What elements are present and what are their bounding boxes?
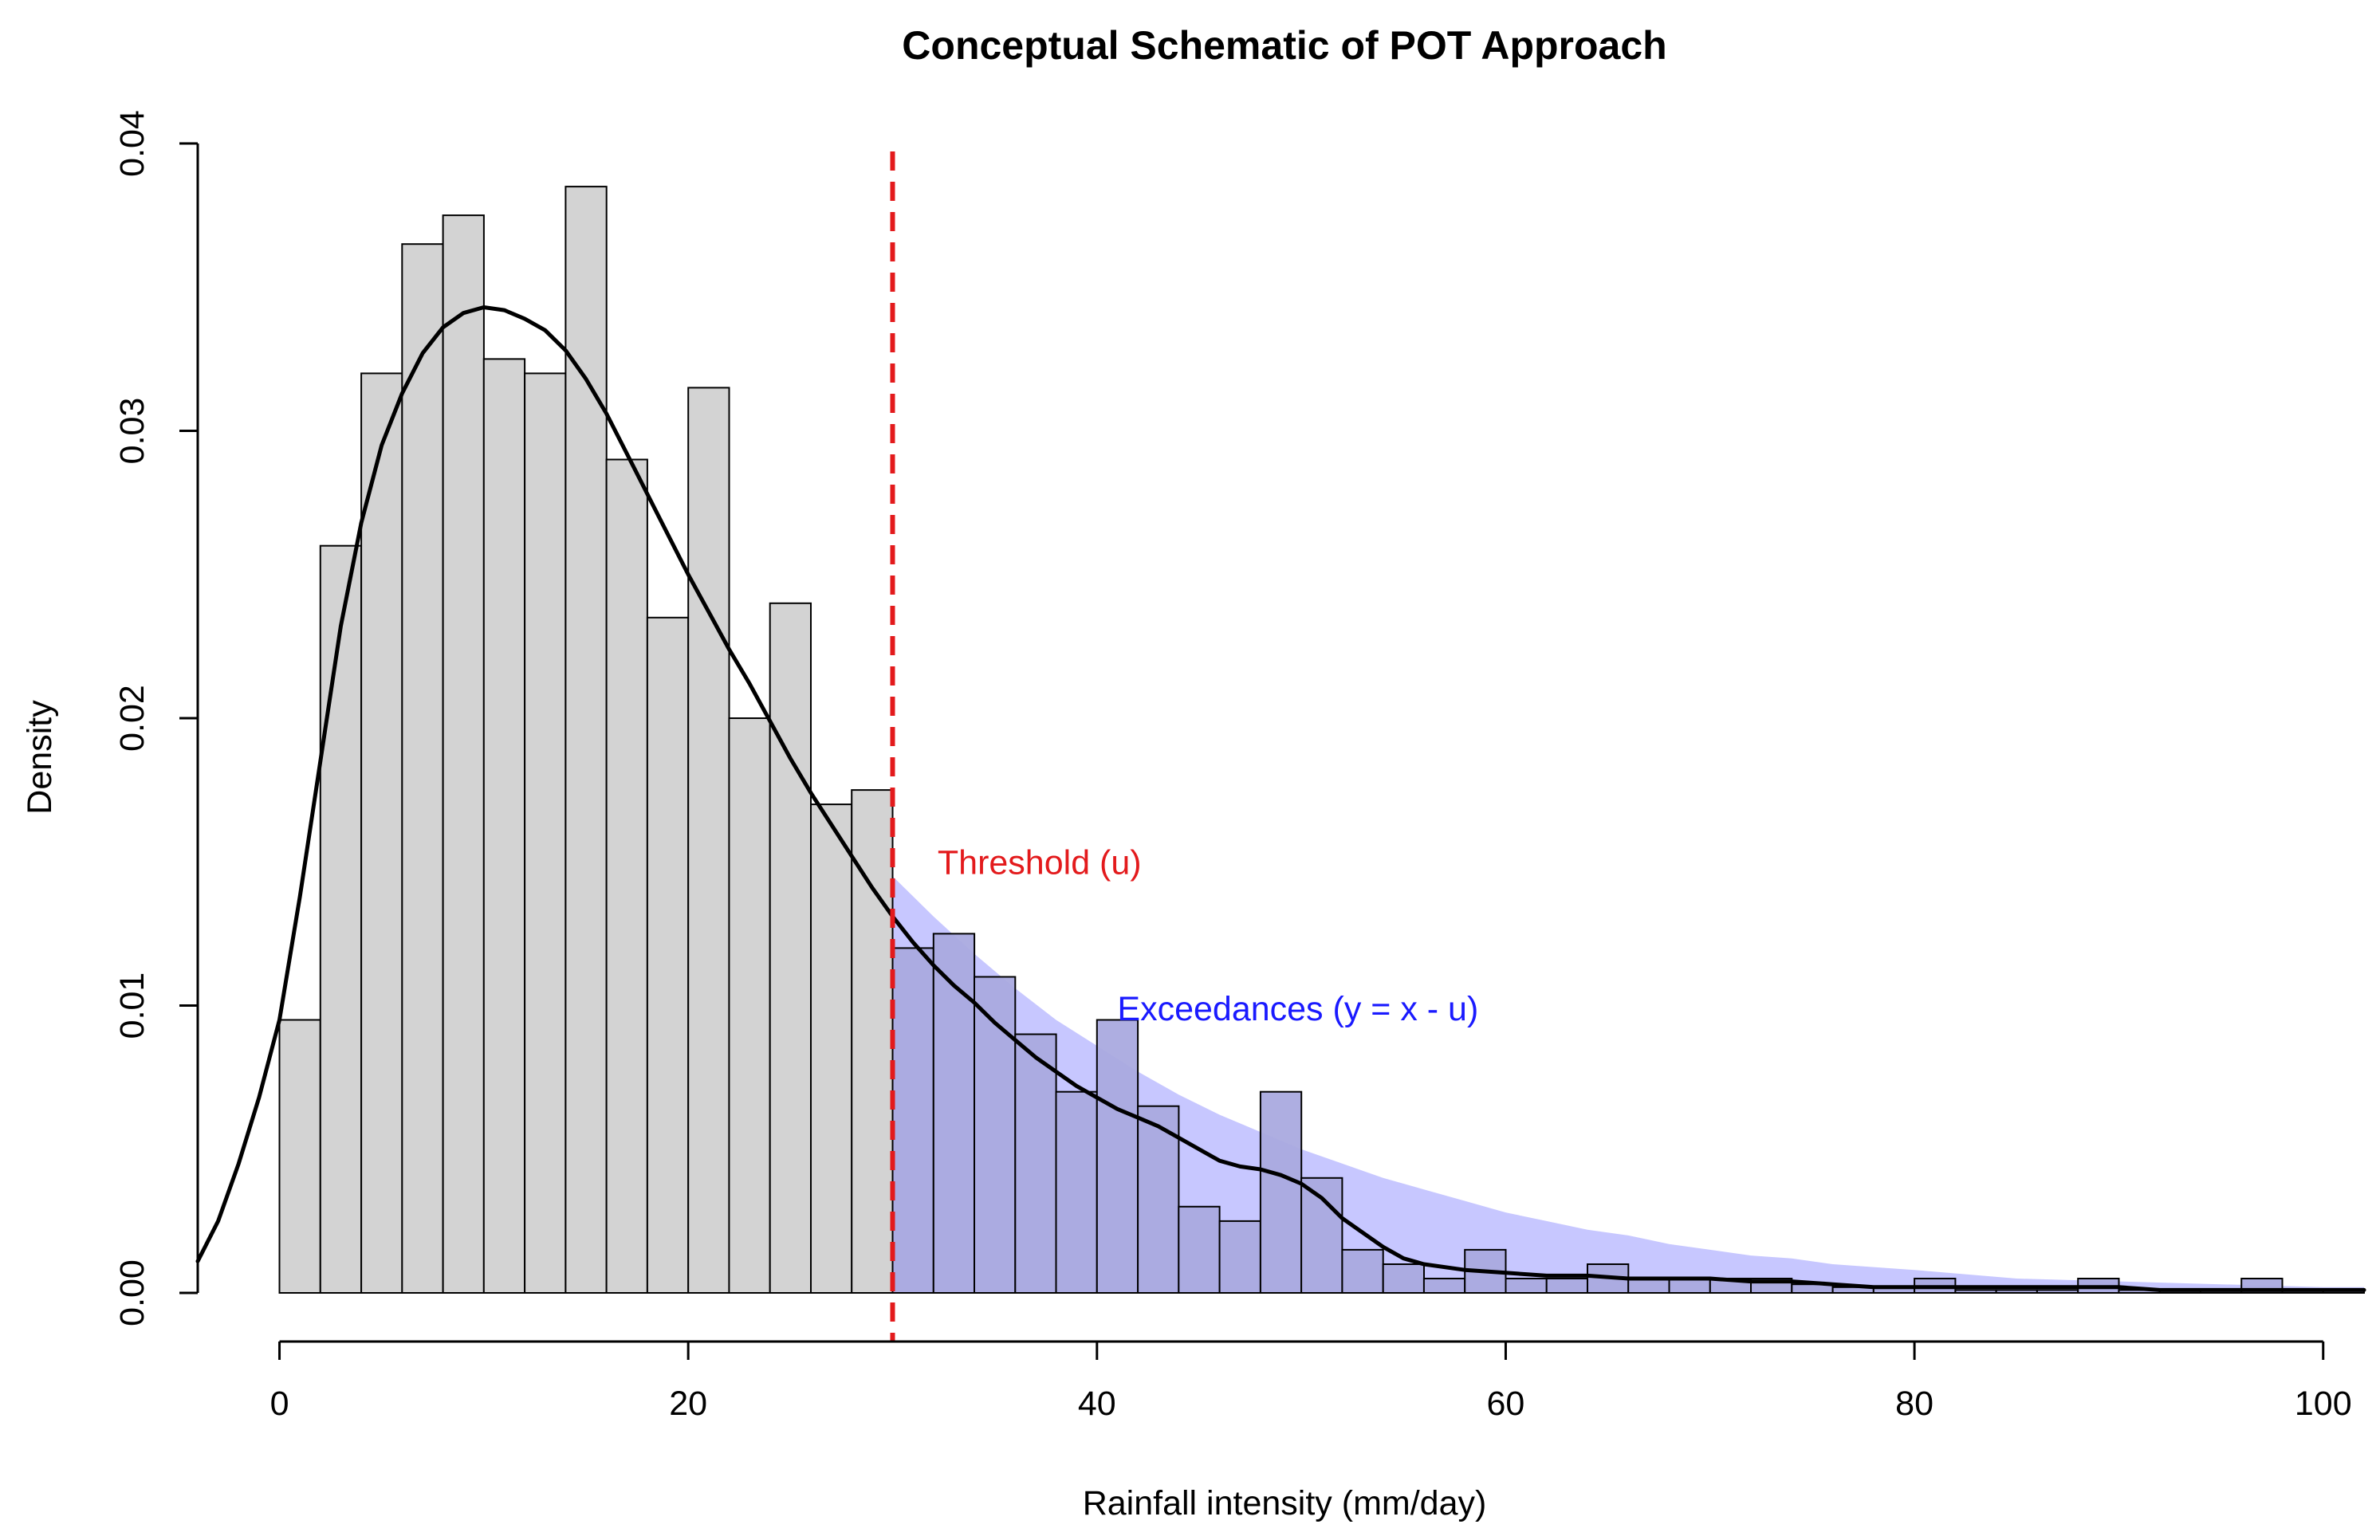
- histogram-bar: [360, 372, 403, 1294]
- y-tick-label: 0.00: [113, 1259, 151, 1326]
- histogram-bar: [810, 803, 853, 1294]
- exceedance-bar: [1137, 1105, 1180, 1294]
- x-tick-label: 100: [2295, 1385, 2352, 1423]
- histogram-bar: [769, 602, 812, 1294]
- histogram-bar: [401, 243, 444, 1294]
- histogram-bar: [851, 789, 894, 1294]
- exceedance-bar: [1627, 1278, 1670, 1294]
- histogram-bar: [319, 544, 363, 1294]
- histogram-bar: [278, 1019, 321, 1294]
- y-axis: 0.00 0.01 0.02 0.03 0.04: [113, 110, 199, 1326]
- histogram-bar: [687, 387, 730, 1294]
- exceedance-bar: [1341, 1248, 1384, 1294]
- histogram-bar: [482, 358, 526, 1294]
- exceedance-bar: [1300, 1177, 1343, 1294]
- histogram-bar: [728, 717, 771, 1294]
- exceedance-bar: [1995, 1289, 2038, 1294]
- y-tick-label: 0.02: [113, 685, 151, 752]
- exceedance-bar: [1505, 1278, 1548, 1294]
- exceedance-bar: [1178, 1205, 1221, 1294]
- exceedance-bar: [1422, 1278, 1466, 1294]
- exceedance-bar: [1259, 1090, 1303, 1294]
- exceedance-bar: [932, 933, 976, 1294]
- x-tick-label: 20: [669, 1385, 707, 1423]
- exceedance-bar: [1014, 1033, 1057, 1294]
- density-curve-group: [195, 305, 2366, 1292]
- exceedance-bar: [1096, 1019, 1139, 1294]
- histogram-bar: [442, 214, 485, 1294]
- threshold-annotation: Threshold (u): [938, 843, 1142, 882]
- x-tick-label: 40: [1078, 1385, 1116, 1423]
- density-curve: [195, 305, 2366, 1292]
- chart-title: Conceptual Schematic of POT Approach: [902, 23, 1666, 68]
- histogram-bars: [278, 186, 2365, 1294]
- x-tick-label: 80: [1895, 1385, 1934, 1423]
- exceedance-bar: [1218, 1220, 1261, 1294]
- histogram-bar: [524, 372, 567, 1294]
- x-axis-label: Rainfall intensity (mm/day): [1083, 1484, 1487, 1522]
- exceedance-bar: [1382, 1263, 1425, 1294]
- histogram-bar: [565, 186, 608, 1294]
- y-tick-label: 0.04: [113, 110, 151, 177]
- exceedance-bar: [1545, 1278, 1588, 1294]
- y-tick-label: 0.01: [113, 972, 151, 1039]
- annotations: Threshold (u) Exceedances (y = x - u): [938, 843, 1478, 1028]
- exceedance-bar: [1668, 1278, 1711, 1294]
- y-axis-label: Density: [21, 700, 59, 815]
- x-tick-label: 0: [270, 1385, 289, 1423]
- exceedance-bar: [2036, 1289, 2079, 1294]
- histogram-bar: [605, 458, 648, 1294]
- exceedance-bar: [1055, 1090, 1098, 1294]
- x-axis: 0 20 40 60 80 100: [270, 1340, 2352, 1423]
- exceedance-bar: [891, 947, 934, 1294]
- y-tick-label: 0.03: [113, 398, 151, 465]
- exceedance-bar: [1954, 1289, 1997, 1294]
- exceedances-annotation: Exceedances (y = x - u): [1117, 990, 1478, 1028]
- x-tick-label: 60: [1487, 1385, 1525, 1423]
- histogram-bar: [646, 616, 690, 1294]
